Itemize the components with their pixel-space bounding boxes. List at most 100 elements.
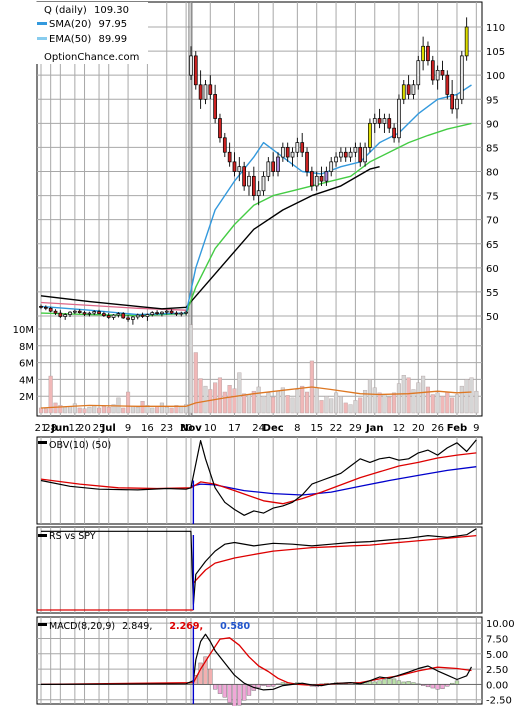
volume-bar-15: [111, 404, 116, 414]
candle-body-43: [247, 175, 251, 187]
candle-body-31: [189, 55, 193, 76]
volume-tick-10M: 10M: [13, 325, 34, 336]
candle-body-26: [164, 310, 169, 313]
candle-body-19: [131, 316, 135, 320]
x-tick-Jul: Jul: [101, 423, 116, 434]
candle-body-8: [77, 310, 82, 313]
candle-body-72: [387, 118, 392, 129]
candle-body-40: [232, 161, 237, 172]
volume-bar-60: [329, 398, 334, 414]
price-tick-75: 75: [486, 192, 499, 203]
volume-bar-84: [445, 391, 450, 414]
volume-bar-80: [425, 386, 430, 414]
candle-body-1: [43, 306, 48, 309]
volume-bar-8: [77, 407, 82, 414]
candle-body-68: [368, 122, 372, 148]
obv-legend: OBV(10) (50): [38, 440, 111, 451]
volume-bar-41: [237, 372, 242, 414]
candle-body-42: [242, 166, 247, 187]
price-tick-80: 80: [486, 168, 499, 179]
volume-bar-73: [392, 392, 397, 414]
candle-body-62: [339, 151, 343, 158]
macd-hist-35: [208, 668, 213, 685]
volume-bar-4: [58, 405, 63, 414]
price-tick-60: 60: [486, 264, 499, 275]
price-panel-frame: [36, 1, 483, 417]
volume-bar-52: [290, 397, 295, 414]
candle-body-47: [266, 161, 271, 177]
price-tick-90: 90: [486, 119, 499, 130]
obv-panel: [36, 436, 483, 525]
x-tick-21: 21: [35, 423, 48, 434]
rs-black-line: [41, 528, 477, 605]
x-tick-17: 17: [228, 423, 241, 434]
candle-body-11: [92, 311, 97, 314]
volume-bar-32: [193, 352, 198, 414]
volume-bar-54: [300, 385, 305, 414]
sma-legend: SMA(20) 97.95: [49, 19, 127, 30]
x-tick-28: 28: [44, 423, 57, 434]
macd-label-name: MACD(8,20,9): [49, 621, 115, 632]
candle-body-79: [421, 45, 425, 62]
volume-bar-30: [184, 404, 189, 414]
rs-label: RS vs SPY: [49, 531, 96, 542]
obv-panel-frame: [36, 436, 483, 525]
candle-body-15: [111, 314, 116, 318]
price-legend: Q (daily) 109.30 SMA(20) 97.95 EMA(50) 8…: [36, 2, 148, 64]
candle-body-61: [334, 156, 338, 163]
volume-bar-77: [411, 389, 416, 414]
macd-tick-5.00: 5.00: [486, 650, 508, 661]
x-tick-20: 20: [412, 423, 425, 434]
x-tick-16: 16: [141, 423, 154, 434]
ema-legend-value: 89.99: [99, 34, 128, 45]
x-tick-Dec: Dec: [263, 423, 284, 434]
volume-bar-89: [469, 377, 474, 414]
candle-body-83: [440, 69, 445, 76]
candle-body-0: [39, 306, 43, 308]
volume-bar-6: [67, 406, 73, 414]
x-tick-9: 9: [473, 423, 479, 434]
volume-bar-69: [372, 387, 377, 414]
price-tick-55: 55: [486, 288, 499, 299]
volume-bar-40: [232, 388, 237, 414]
candle-body-45: [256, 190, 261, 196]
volume-bar-5: [63, 406, 68, 414]
macd-value-red: 2.269,: [169, 621, 203, 632]
candle-body-21: [140, 314, 145, 317]
macd-signal-line: [40, 637, 472, 686]
candle-body-65: [353, 147, 358, 153]
macd-hist-76: [406, 681, 411, 685]
volume-bar-48: [271, 396, 276, 414]
ticker-title: Q (daily) 109.30: [44, 5, 129, 16]
macd-tick--2.50: -2.50: [486, 696, 512, 706]
candle-body-38: [222, 137, 227, 153]
x-tick-12: 12: [68, 423, 81, 434]
candle-body-86: [455, 98, 459, 110]
candle-body-71: [382, 118, 387, 124]
candle-body-58: [319, 175, 324, 182]
x-tick-25: 25: [93, 423, 106, 434]
price-tick-85: 85: [486, 143, 499, 154]
macd-hist-39: [227, 684, 232, 703]
volume-bar-44: [251, 390, 256, 414]
candle-body-12: [97, 311, 101, 314]
candle-body-78: [416, 60, 421, 86]
candle-body-76: [406, 84, 411, 95]
macd-label: MACD(8,20,9) 2.849, 2.269, 0.580: [49, 621, 251, 632]
volume-bar-85: [450, 397, 455, 414]
candle-body-29: [179, 312, 184, 315]
volume-tick-8M: 8M: [19, 342, 34, 353]
volume-bar-26: [164, 406, 169, 414]
x-tick-10: 10: [204, 423, 217, 434]
volume-bar-58: [319, 400, 324, 414]
volume-bar-9: [82, 408, 87, 414]
sma-legend-swatch: [37, 22, 47, 25]
price-tick-95: 95: [486, 95, 499, 106]
volume-bar-36: [213, 382, 218, 414]
volume-bar-82: [435, 392, 440, 414]
candle-body-87: [459, 55, 464, 100]
x-tick-20: 20: [78, 423, 91, 434]
price-tick-100: 100: [486, 71, 505, 82]
ema-legend-swatch: [37, 37, 47, 40]
volume-tick-2M: 2M: [19, 392, 34, 403]
